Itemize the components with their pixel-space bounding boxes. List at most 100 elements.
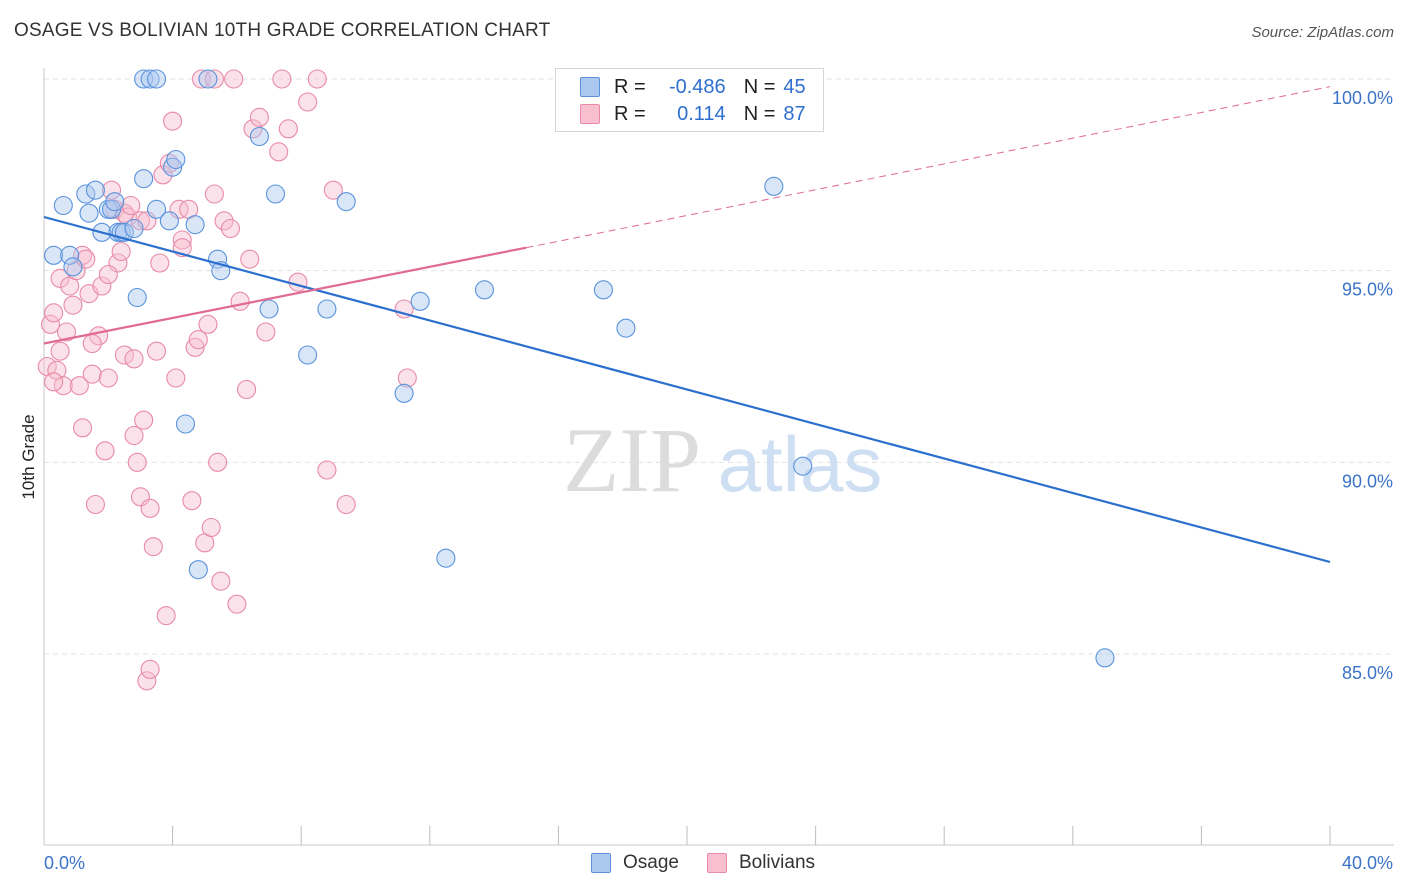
bolivians-point xyxy=(111,241,131,262)
osage-point xyxy=(394,383,414,403)
osage-points xyxy=(44,69,1115,668)
bolivians-point xyxy=(134,410,154,430)
bolivians-point xyxy=(188,330,208,350)
bolivians-point xyxy=(204,69,224,89)
osage-point xyxy=(163,157,183,177)
osage-point xyxy=(764,176,784,196)
y-tick-label: 100.0% xyxy=(1332,88,1393,108)
bolivians-points xyxy=(37,69,417,691)
bolivians-point xyxy=(130,211,150,231)
osage-point xyxy=(79,203,99,223)
legend-item-bolivians[interactable]: Bolivians xyxy=(706,852,816,874)
r-label: R = xyxy=(614,75,646,98)
y-tick-label: 85.0% xyxy=(1342,663,1393,683)
legend-row-bolivians: R = 0.114 N = 87 xyxy=(580,102,806,126)
bolivians-point xyxy=(201,517,221,538)
bolivians-point xyxy=(230,291,250,311)
bolivians-swatch xyxy=(706,853,727,873)
bolivians-point xyxy=(114,345,134,365)
bolivians-point xyxy=(166,368,186,388)
bolivians-point xyxy=(82,333,102,354)
bolivians-point xyxy=(153,165,173,185)
series-legend: Osage Bolivians xyxy=(0,852,1406,874)
n-label: N = xyxy=(743,102,776,125)
osage-point xyxy=(166,149,186,170)
osage-point xyxy=(105,192,125,212)
bolivians-point xyxy=(323,180,343,200)
tick-labels: 100.0% 95.0% 90.0% 85.0% 0.0% 40.0% xyxy=(44,88,1393,873)
bolivians-point xyxy=(121,195,141,216)
osage-point xyxy=(474,280,495,300)
osage-point xyxy=(793,456,813,476)
x-tick-label: 0.0% xyxy=(44,853,85,873)
bolivians-point xyxy=(163,111,183,131)
osage-point xyxy=(146,69,167,89)
bolivians-point xyxy=(208,452,228,472)
bolivians-point xyxy=(317,460,337,480)
bolivians-point xyxy=(101,180,122,200)
bolivians-point xyxy=(198,314,218,334)
legend-label: Osage xyxy=(622,852,679,873)
osage-point xyxy=(127,287,147,308)
bolivians-point xyxy=(92,276,112,296)
bolivians-point xyxy=(146,341,167,361)
bolivians-point xyxy=(272,69,292,89)
correlation-legend: R = -0.486 N = 45 R = 0.114 N = 87 xyxy=(555,68,824,132)
bolivians-point xyxy=(40,314,60,334)
osage-point xyxy=(159,211,179,231)
osage-point xyxy=(134,169,154,189)
bolivians-point xyxy=(278,119,298,139)
bolivians-point xyxy=(150,253,170,273)
legend-item-osage[interactable]: Osage xyxy=(590,852,679,874)
osage-point xyxy=(593,280,613,300)
bolivians-point xyxy=(249,107,269,127)
legend-label: Bolivians xyxy=(738,852,816,873)
bolivians-point xyxy=(182,491,202,511)
bolivians-point xyxy=(82,364,102,384)
osage-point xyxy=(146,199,167,219)
y-axis-label: 10th Grade xyxy=(19,414,38,499)
n-value: 87 xyxy=(783,102,806,125)
bolivians-trend-extension xyxy=(526,86,1331,249)
osage-point xyxy=(198,69,218,89)
osage-point xyxy=(265,184,286,204)
bolivians-point xyxy=(73,418,93,438)
bolivians-point xyxy=(185,337,205,357)
osage-point xyxy=(53,195,73,216)
bolivians-point xyxy=(224,69,244,89)
axes xyxy=(43,68,1394,846)
bolivians-point xyxy=(140,659,160,679)
bolivians-point xyxy=(307,69,327,89)
legend-row-osage: R = -0.486 N = 45 xyxy=(580,75,806,99)
osage-point xyxy=(317,299,337,319)
bolivians-point xyxy=(124,425,144,446)
bolivians-point xyxy=(98,368,118,388)
osage-point xyxy=(76,184,96,204)
bolivians-point xyxy=(50,341,70,361)
bolivians-point xyxy=(85,494,105,515)
bolivians-point xyxy=(204,184,224,204)
bolivians-point xyxy=(240,249,260,269)
n-label: N = xyxy=(743,75,776,98)
osage-point xyxy=(124,218,144,239)
bolivians-point xyxy=(269,142,289,162)
bolivians-point xyxy=(140,498,160,518)
trend-lines xyxy=(43,86,1331,564)
bolivians-trend-line xyxy=(43,246,527,345)
osage-point xyxy=(188,560,208,580)
bolivians-point xyxy=(137,671,157,691)
bolivians-point xyxy=(172,230,192,250)
osage-point xyxy=(410,291,430,311)
gridlines xyxy=(44,78,1394,655)
bolivians-point xyxy=(98,264,118,285)
bolivians-point xyxy=(44,303,64,323)
source-label: Source: ZipAtlas.com xyxy=(1251,24,1394,41)
bolivians-point xyxy=(156,606,176,626)
osage-trend-line xyxy=(43,215,1331,564)
bolivians-point xyxy=(288,272,308,292)
osage-point xyxy=(185,215,205,235)
bolivians-point xyxy=(53,376,73,396)
bolivians-point xyxy=(243,119,263,139)
bolivians-point xyxy=(44,372,64,392)
